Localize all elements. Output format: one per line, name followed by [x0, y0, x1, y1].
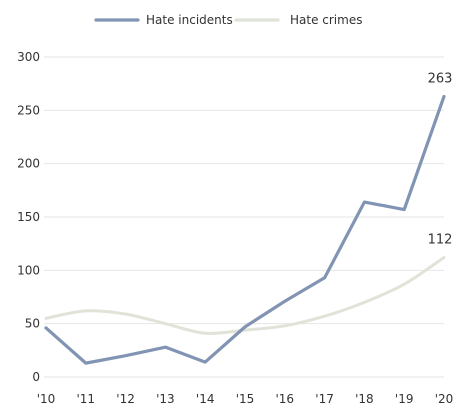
data-point-hate-crimes-0	[44, 316, 48, 320]
y-tick-label-100: 100	[17, 263, 40, 277]
data-label-hate-incidents: 263	[428, 71, 453, 86]
y-tick-label-300: 300	[17, 50, 40, 64]
y-tick-label-50: 50	[25, 317, 40, 331]
x-tick-label-7: '17	[315, 392, 334, 406]
x-tick-label-3: '13	[156, 392, 175, 406]
data-point-hate-incidents-3	[164, 345, 167, 349]
data-point-hate-crimes-10	[442, 256, 446, 259]
y-tick-label-200: 200	[17, 157, 40, 171]
x-tick-label-2: '12	[116, 392, 135, 406]
x-tick-label-5: '15	[236, 392, 255, 406]
y-tick-label-0: 0	[32, 370, 40, 384]
data-point-hate-crimes-1	[84, 309, 88, 313]
data-point-hate-crimes-9	[402, 282, 406, 286]
data-point-hate-incidents-1	[84, 361, 88, 365]
gridlines	[44, 56, 444, 378]
data-point-hate-incidents-4	[203, 360, 207, 364]
data-point-hate-crimes-6	[283, 324, 287, 328]
x-tick-label-0: '10	[37, 392, 56, 406]
data-point-hate-incidents-8	[363, 200, 366, 204]
series-lines	[44, 94, 446, 365]
data-label-hate-crimes: 112	[428, 233, 453, 248]
data-point-hate-crimes-3	[164, 322, 167, 326]
x-tick-label-1: '11	[77, 392, 96, 406]
x-tick-label-6: '16	[276, 392, 295, 406]
series-line-hate-incidents	[44, 94, 446, 365]
y-axis-ticks: 0 50 100 150 200 250 300	[17, 50, 40, 384]
data-point-hate-incidents-7	[323, 276, 326, 280]
data-point-hate-crimes-4	[203, 331, 207, 335]
x-axis-ticks: '10 '11 '12 '13 '14 '15 '16 '17 '18 '19 '20	[37, 392, 454, 406]
y-tick-label-250: 250	[17, 103, 40, 117]
data-point-hate-incidents-0	[44, 326, 48, 330]
legend: Hate incidents Hate crimes	[94, 13, 362, 27]
data-point-hate-incidents-6	[283, 299, 287, 303]
legend-label-hate-incidents: Hate incidents	[146, 13, 233, 27]
y-tick-label-150: 150	[17, 210, 40, 224]
data-point-hate-incidents-5	[243, 325, 247, 329]
legend-label-hate-crimes: Hate crimes	[290, 13, 362, 27]
data-point-hate-crimes-8	[363, 300, 366, 304]
data-point-hate-crimes-2	[124, 312, 127, 316]
x-tick-label-4: '14	[196, 392, 215, 406]
x-tick-label-10: '20	[435, 392, 454, 406]
data-labels: 263 112	[428, 71, 453, 247]
x-tick-label-9: '19	[395, 392, 414, 406]
series-line-hate-crimes	[44, 256, 446, 335]
data-point-hate-incidents-2	[124, 354, 127, 358]
x-tick-label-8: '18	[355, 392, 374, 406]
data-point-hate-incidents-9	[402, 208, 406, 211]
data-point-hate-crimes-7	[323, 314, 326, 318]
data-point-hate-incidents-10	[442, 95, 446, 98]
